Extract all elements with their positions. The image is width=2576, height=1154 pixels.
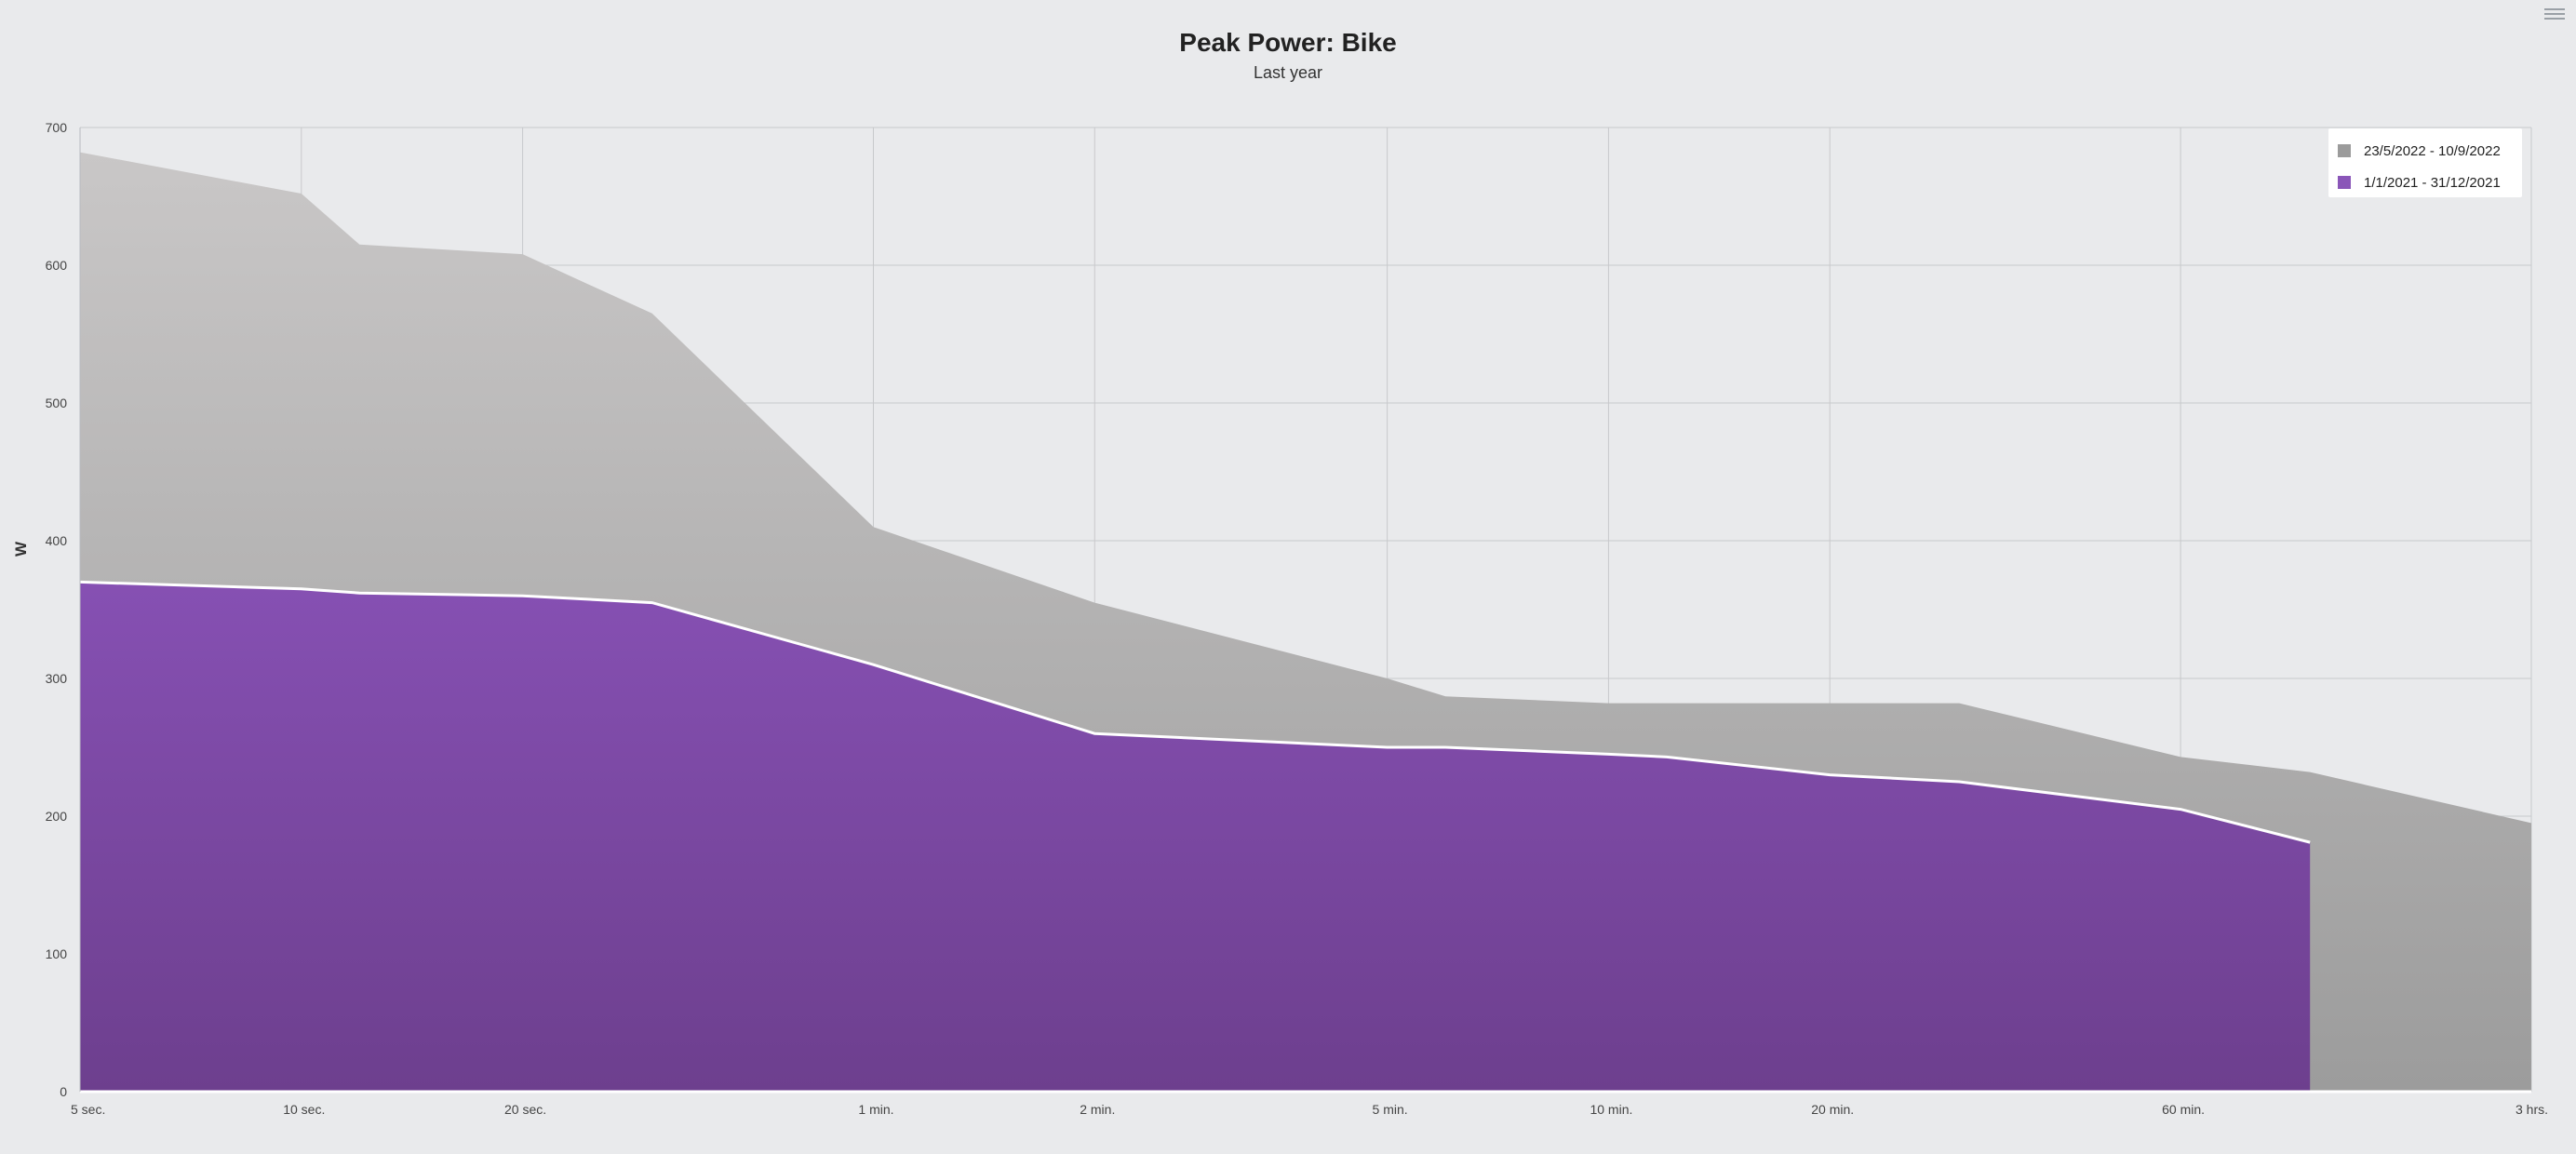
- x-tick-label: 3 hrs.: [2516, 1102, 2548, 1117]
- y-tick-label: 300: [46, 671, 68, 686]
- x-tick-label: 10 min.: [1590, 1102, 1632, 1117]
- x-tick-label: 60 min.: [2162, 1102, 2205, 1117]
- chart-legend: 23/5/2022 - 10/9/2022 1/1/2021 - 31/12/2…: [2328, 128, 2522, 197]
- legend-label-series-2: 1/1/2021 - 31/12/2021: [2364, 174, 2501, 191]
- x-tick-label: 1 min.: [858, 1102, 893, 1117]
- legend-item-series-1[interactable]: 23/5/2022 - 10/9/2022: [2338, 141, 2501, 161]
- x-tick-label: 20 sec.: [504, 1102, 546, 1117]
- y-tick-label: 0: [60, 1084, 67, 1099]
- y-tick-label: 500: [46, 396, 68, 410]
- area-series-2: [80, 582, 2311, 1092]
- y-tick-label: 400: [46, 533, 68, 548]
- menu-icon[interactable]: [2544, 6, 2565, 22]
- legend-swatch-series-2: [2338, 176, 2351, 189]
- x-tick-label: 2 min.: [1080, 1102, 1115, 1117]
- chart-title: Peak Power: Bike: [1179, 28, 1397, 57]
- x-tick-label: 10 sec.: [283, 1102, 325, 1117]
- y-tick-label: 200: [46, 809, 68, 824]
- y-axis-label: W: [12, 541, 30, 557]
- y-tick-label: 100: [46, 946, 68, 961]
- y-tick-label: 700: [46, 120, 68, 135]
- x-tick-label: 20 min.: [1811, 1102, 1854, 1117]
- legend-label-series-1: 23/5/2022 - 10/9/2022: [2364, 142, 2501, 159]
- legend-item-series-2[interactable]: 1/1/2021 - 31/12/2021: [2338, 172, 2501, 193]
- x-tick-label: 5 min.: [1373, 1102, 1408, 1117]
- chart-subtitle: Last year: [1253, 63, 1323, 82]
- legend-swatch-series-1: [2338, 144, 2351, 157]
- line-series-2: [79, 580, 2311, 844]
- y-tick-label: 600: [46, 258, 68, 273]
- x-tick-label: 5 sec.: [71, 1102, 105, 1117]
